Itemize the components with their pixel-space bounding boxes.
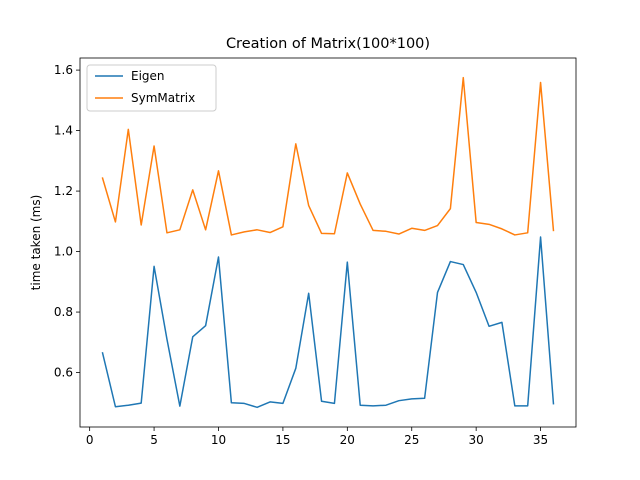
legend-label: SymMatrix [131, 91, 195, 105]
y-tick-label: 1.6 [54, 63, 73, 77]
chart-title: Creation of Matrix(100*100) [226, 36, 430, 52]
x-tick-label: 20 [340, 433, 355, 447]
y-tick-label: 0.6 [54, 366, 73, 380]
series-line-symmatrix [101, 76, 555, 236]
legend: Eigen SymMatrix [86, 64, 217, 112]
y-axis-label: time taken (ms) [29, 195, 43, 291]
x-tick-label: 35 [533, 433, 548, 447]
x-axis: 0 5 10 15 20 25 30 35 [86, 427, 548, 447]
y-tick-label: 1.2 [54, 184, 73, 198]
series-line-eigen [101, 236, 555, 409]
y-tick-label: 0.8 [54, 305, 73, 319]
y-tick-label: 1.4 [54, 124, 73, 138]
x-tick-label: 0 [86, 433, 94, 447]
y-tick-label: 1.0 [54, 245, 73, 259]
x-tick-label: 10 [211, 433, 226, 447]
x-tick-label: 30 [469, 433, 484, 447]
legend-label: Eigen [131, 69, 165, 83]
plot-border [79, 57, 577, 428]
plot-area [79, 57, 577, 428]
series-lines [101, 76, 555, 409]
x-tick-label: 15 [275, 433, 290, 447]
x-tick-label: 5 [150, 433, 158, 447]
y-axis: 0.6 0.8 1.0 1.2 1.4 1.6 [54, 63, 80, 380]
x-tick-label: 25 [404, 433, 419, 447]
